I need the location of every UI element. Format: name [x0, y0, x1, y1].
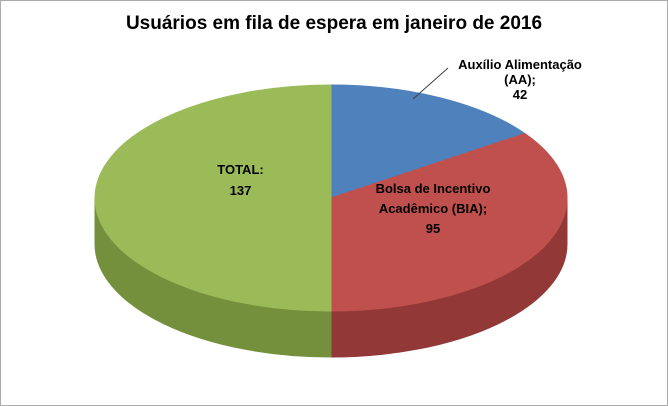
label-bia-value: 95: [425, 221, 441, 236]
label-aa-value: 42: [512, 87, 528, 102]
label-aa-line2: (AA);: [504, 72, 536, 87]
pie-slice-1: [330, 132, 568, 312]
label-total-value: 137: [229, 183, 252, 198]
label-total-name: TOTAL:: [217, 162, 264, 177]
pie-slice-0: [330, 84, 526, 199]
callout-line: [412, 67, 449, 100]
label-bia-line1: Bolsa de Incentivo: [375, 181, 491, 196]
label-bia: Bolsa de Incentivo Acadêmico (BIA); 95: [353, 179, 513, 239]
label-bia-line2: Acadêmico (BIA);: [378, 201, 488, 216]
label-aa-line1: Auxílio Alimentação: [458, 57, 582, 72]
label-aa: Auxílio Alimentação (AA); 42: [449, 57, 591, 102]
chart-title: Usuários em fila de espera em janeiro de…: [125, 13, 543, 34]
pie-slice-2: [94, 84, 332, 312]
label-total: TOTAL: 137: [183, 159, 298, 201]
